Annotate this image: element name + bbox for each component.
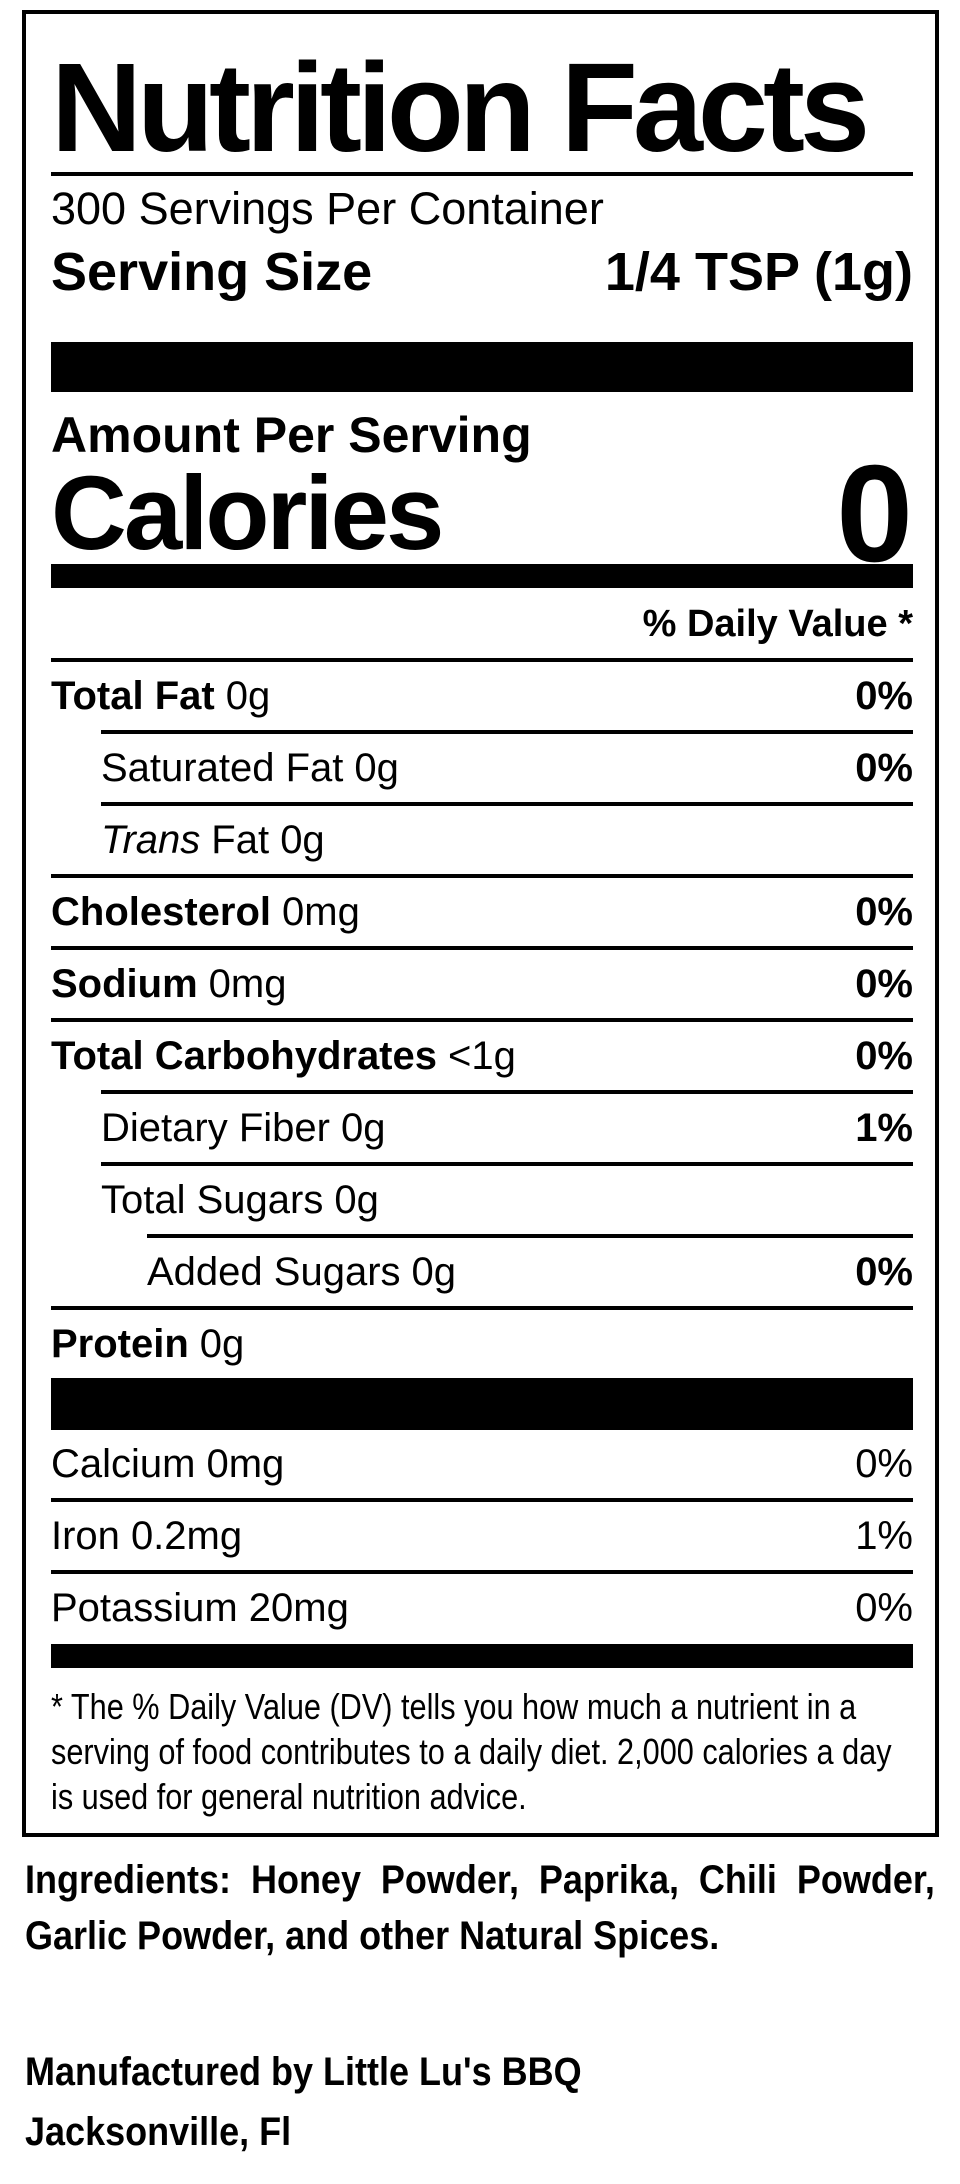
nutrient-row-dietary-fiber: Dietary Fiber 0g 1% <box>101 1090 913 1162</box>
nutrient-dv: 0% <box>855 745 913 790</box>
ingredients-text: Ingredients: Honey Powder, Paprika, Chil… <box>25 1858 935 1958</box>
daily-value-footnote: * The % Daily Value (DV) tells you how m… <box>51 1686 892 1817</box>
calories-label: Calories <box>51 455 444 572</box>
manufacturer-line: Manufactured by Little Lu's BBQ <box>25 2050 582 2094</box>
nutrient-dv: 1% <box>855 1513 913 1558</box>
nutrient-name: Calcium 0mg <box>51 1441 285 1486</box>
nutrient-name: Dietary Fiber 0g <box>101 1105 386 1150</box>
nutrient-row-total-fat: Total Fat 0g 0% <box>51 662 913 730</box>
nutrient-row-protein: Protein 0g <box>51 1306 913 1378</box>
mineral-row-iron: Iron 0.2mg 1% <box>51 1498 913 1570</box>
thick-separator-bar <box>51 1378 913 1430</box>
nutrient-dv: 0% <box>855 1441 913 1486</box>
nutrient-name: Iron 0.2mg <box>51 1513 243 1558</box>
nutrition-facts-panel: Nutrition Facts 300 Servings Per Contain… <box>22 10 939 1837</box>
nutrient-row-total-sugars: Total Sugars 0g <box>101 1162 913 1234</box>
nutrient-name: Total Carbohydrates <1g <box>51 1033 516 1078</box>
nutrient-row-trans-fat: Trans Fat 0g <box>101 802 913 874</box>
servings-per-container: 300 Servings Per Container <box>51 183 604 234</box>
nutrition-facts-title: Nutrition Facts <box>51 37 870 178</box>
mineral-row-potassium: Potassium 20mg 0% <box>51 1570 913 1642</box>
serving-size-value: 1/4 TSP (1g) <box>604 242 913 302</box>
nutrient-name: Added Sugars 0g <box>147 1249 457 1294</box>
thick-separator-bar <box>51 342 913 392</box>
nutrient-dv: 1% <box>855 1105 913 1150</box>
nutrient-name: Trans Fat 0g <box>101 817 325 862</box>
nutrient-row-saturated-fat: Saturated Fat 0g 0% <box>101 730 913 802</box>
medium-separator-bar <box>51 564 913 588</box>
thin-separator-bar <box>51 1644 913 1668</box>
daily-value-header: % Daily Value * <box>51 588 913 662</box>
nutrient-dv: 0% <box>855 889 913 934</box>
mineral-row-calcium: Calcium 0mg 0% <box>51 1430 913 1498</box>
manufacturer-block: Manufactured by Little Lu's BBQ Jacksonv… <box>25 2042 935 2162</box>
nutrient-dv: 0% <box>855 1585 913 1630</box>
serving-size-row: Serving Size 1/4 TSP (1g) <box>51 240 913 304</box>
nutrient-dv: 0% <box>855 673 913 718</box>
nutrient-row-cholesterol: Cholesterol 0mg 0% <box>51 874 913 946</box>
calories-row: Calories 0 <box>51 437 913 591</box>
nutrient-name: Potassium 20mg <box>51 1585 349 1630</box>
calories-value: 0 <box>836 437 913 591</box>
manufacturer-city: Jacksonville, Fl <box>25 2110 292 2154</box>
nutrient-name: Cholesterol 0mg <box>51 889 360 934</box>
nutrient-name: Sodium 0mg <box>51 961 287 1006</box>
nutrient-name: Protein 0g <box>51 1321 245 1366</box>
amount-per-serving-label: Amount Per Serving <box>51 407 532 463</box>
title-divider <box>51 172 913 176</box>
nutrient-dv: 0% <box>855 961 913 1006</box>
nutrient-row-added-sugars: Added Sugars 0g 0% <box>147 1234 913 1306</box>
nutrient-name: Saturated Fat 0g <box>101 745 399 790</box>
nutrient-row-sodium: Sodium 0mg 0% <box>51 946 913 1018</box>
nutrient-dv: 0% <box>855 1033 913 1078</box>
nutrient-row-total-carbohydrates: Total Carbohydrates <1g 0% <box>51 1018 913 1090</box>
serving-size-label: Serving Size <box>51 242 373 302</box>
nutrient-name: Total Fat 0g <box>51 673 271 718</box>
nutrient-dv: 0% <box>855 1249 913 1294</box>
nutrient-name: Total Sugars 0g <box>101 1177 379 1222</box>
